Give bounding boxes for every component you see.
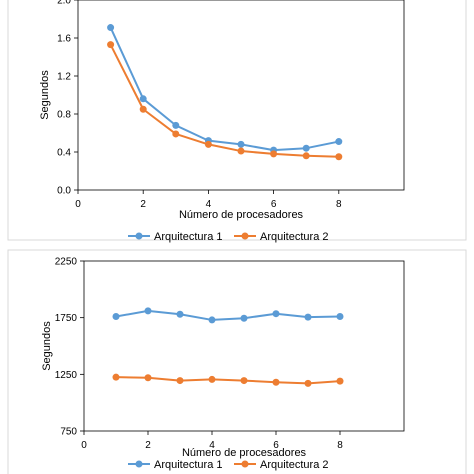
y-tick-label: 1.2 xyxy=(57,72,71,83)
legend-marker xyxy=(241,460,249,468)
x-tick-label: 0 xyxy=(75,199,81,210)
chart-frame xyxy=(7,249,467,474)
data-point xyxy=(172,121,180,129)
data-point xyxy=(304,313,312,321)
data-point xyxy=(176,377,184,385)
data-point xyxy=(302,144,310,152)
y-tick-label: 0.0 xyxy=(57,186,71,197)
y-axis-title: Segundos xyxy=(39,70,51,120)
data-point xyxy=(240,314,248,322)
data-point xyxy=(107,41,115,49)
data-point xyxy=(335,138,343,146)
data-point xyxy=(237,147,245,155)
data-point xyxy=(107,24,115,32)
legend-label: Arquitectura 2 xyxy=(260,459,328,471)
series-line-1 xyxy=(115,309,341,321)
data-point xyxy=(144,374,152,382)
legend-label: Arquitectura 1 xyxy=(154,231,222,243)
x-tick-label: 8 xyxy=(337,440,343,451)
legend-marker xyxy=(135,232,143,240)
data-point xyxy=(302,152,310,160)
x-tick-label: 4 xyxy=(206,199,212,210)
data-point xyxy=(272,310,280,318)
chart-frame xyxy=(7,0,467,241)
data-point xyxy=(208,375,216,383)
legend-label: Arquitectura 1 xyxy=(154,459,222,471)
x-axis-title: Número de procesadores xyxy=(182,447,307,459)
data-point xyxy=(335,153,343,161)
x-tick-label: 4 xyxy=(209,440,215,451)
data-point xyxy=(208,316,216,324)
data-point xyxy=(272,378,280,386)
y-tick-label: 1.6 xyxy=(57,34,71,45)
legend-label: Arquitectura 2 xyxy=(260,231,328,243)
plot-area xyxy=(83,260,405,432)
y-tick-label: 1750 xyxy=(55,313,78,324)
data-point xyxy=(176,310,184,318)
x-tick-label: 2 xyxy=(140,199,146,210)
x-tick-label: 6 xyxy=(273,440,279,451)
data-point xyxy=(336,313,344,321)
data-point xyxy=(172,130,180,138)
y-tick-label: 1250 xyxy=(55,370,78,381)
y-tick-label: 2250 xyxy=(55,257,78,268)
y-tick-label: 0.4 xyxy=(57,148,71,159)
data-point xyxy=(237,140,245,148)
data-point xyxy=(240,377,248,385)
x-tick-label: 2 xyxy=(145,440,151,451)
data-point xyxy=(270,150,278,158)
series-line-2 xyxy=(109,44,339,158)
y-axis-title: Segundos xyxy=(41,321,53,371)
x-tick-label: 8 xyxy=(336,199,342,210)
data-point xyxy=(112,313,120,321)
x-axis-title: Número de procesadores xyxy=(179,209,304,221)
data-point xyxy=(112,373,120,381)
y-tick-label: 750 xyxy=(60,427,77,438)
data-point xyxy=(139,95,147,103)
series-line-1 xyxy=(109,27,339,152)
data-point xyxy=(336,377,344,385)
data-point xyxy=(304,379,312,387)
legend-marker xyxy=(135,460,143,468)
plot-area xyxy=(77,0,405,191)
x-tick-label: 0 xyxy=(81,440,87,451)
y-tick-label: 0.8 xyxy=(57,110,71,121)
data-point xyxy=(144,307,152,315)
series-line-2 xyxy=(115,376,341,385)
data-point xyxy=(139,105,147,113)
data-point xyxy=(204,140,212,148)
x-tick-label: 6 xyxy=(271,199,277,210)
legend-marker xyxy=(241,232,249,240)
y-tick-label: 2.0 xyxy=(57,0,71,7)
